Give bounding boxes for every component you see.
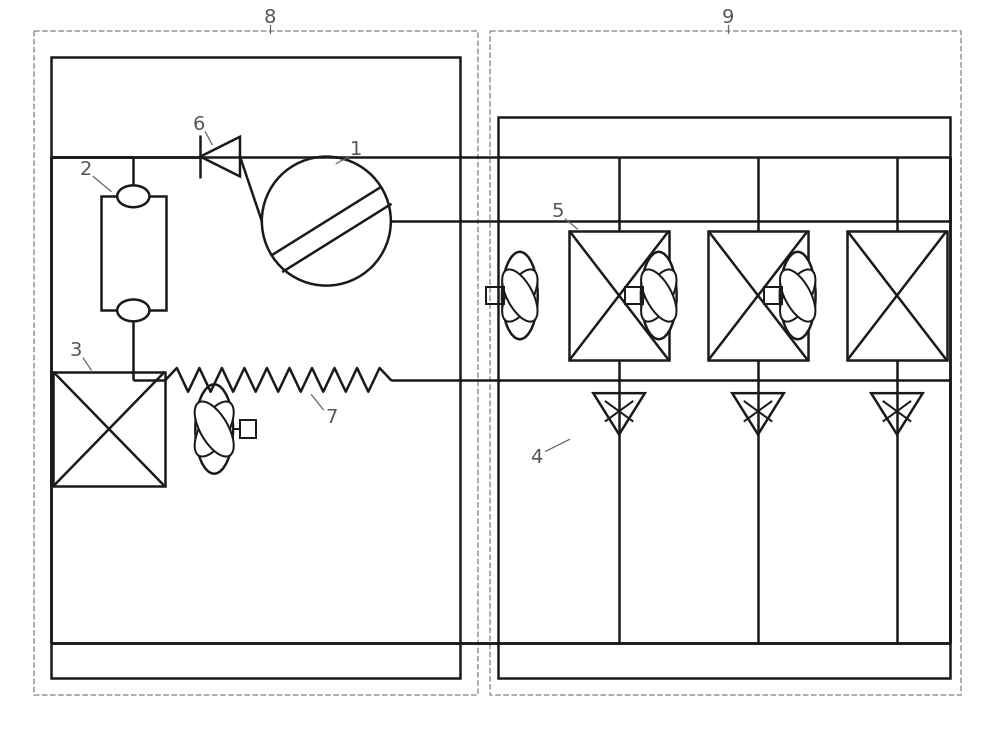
- Ellipse shape: [502, 270, 538, 321]
- Ellipse shape: [780, 270, 815, 321]
- Text: 6: 6: [192, 115, 205, 134]
- Ellipse shape: [195, 384, 233, 474]
- Text: 8: 8: [264, 8, 276, 27]
- Ellipse shape: [502, 270, 538, 321]
- Bar: [53, 372, 165, 486]
- Ellipse shape: [195, 402, 234, 456]
- Ellipse shape: [641, 252, 677, 339]
- Bar: [34, 31, 478, 695]
- Circle shape: [262, 157, 391, 286]
- Ellipse shape: [195, 402, 234, 456]
- Bar: [101, 196, 166, 311]
- Bar: [764, 286, 782, 305]
- Bar: [625, 286, 643, 305]
- Bar: [847, 231, 947, 360]
- Bar: [490, 31, 961, 695]
- Text: 5: 5: [551, 202, 564, 221]
- Ellipse shape: [117, 300, 149, 321]
- Polygon shape: [732, 393, 784, 434]
- Bar: [708, 231, 808, 360]
- Bar: [569, 231, 669, 360]
- Text: 7: 7: [325, 408, 337, 427]
- Ellipse shape: [117, 185, 149, 207]
- Bar: [51, 58, 460, 677]
- Text: 2: 2: [80, 160, 92, 179]
- Text: 3: 3: [69, 340, 81, 359]
- Text: 4: 4: [531, 448, 543, 467]
- Polygon shape: [593, 393, 645, 434]
- Ellipse shape: [780, 252, 816, 339]
- Polygon shape: [871, 393, 923, 434]
- Bar: [486, 286, 504, 305]
- Ellipse shape: [780, 270, 815, 321]
- Polygon shape: [200, 137, 240, 176]
- Text: 1: 1: [350, 140, 362, 159]
- Bar: [240, 420, 256, 438]
- Ellipse shape: [641, 270, 676, 321]
- Bar: [498, 117, 950, 677]
- Text: 9: 9: [722, 8, 734, 27]
- Ellipse shape: [641, 270, 676, 321]
- Ellipse shape: [502, 252, 538, 339]
